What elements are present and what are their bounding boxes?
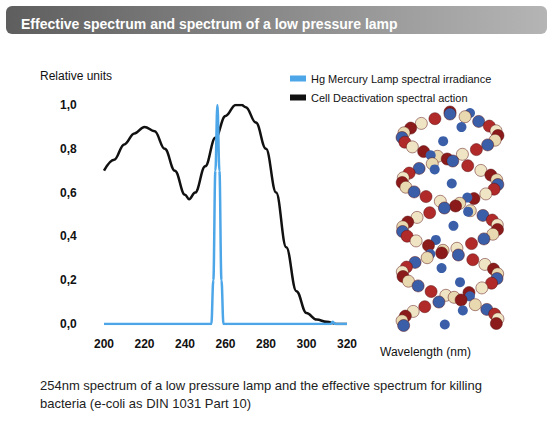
svg-text:0,2: 0,2 bbox=[60, 273, 77, 287]
svg-text:280: 280 bbox=[256, 337, 276, 351]
svg-text:Hg Mercury Lamp spectral irrad: Hg Mercury Lamp spectral irradiance bbox=[311, 73, 491, 85]
svg-text:Wavelength (nm): Wavelength (nm) bbox=[380, 345, 471, 359]
svg-text:320: 320 bbox=[337, 337, 357, 351]
svg-text:Relative units: Relative units bbox=[40, 69, 112, 83]
svg-text:1,0: 1,0 bbox=[60, 98, 77, 112]
svg-text:300: 300 bbox=[296, 337, 316, 351]
svg-text:0,6: 0,6 bbox=[60, 186, 77, 200]
svg-text:260: 260 bbox=[215, 337, 235, 351]
svg-text:200: 200 bbox=[94, 337, 114, 351]
svg-text:254nm spectrum of a low pressu: 254nm spectrum of a low pressure lamp an… bbox=[40, 378, 486, 393]
svg-text:240: 240 bbox=[175, 337, 195, 351]
svg-text:0,8: 0,8 bbox=[60, 142, 77, 156]
svg-text:0,0: 0,0 bbox=[60, 317, 77, 331]
svg-text:0,4: 0,4 bbox=[60, 229, 77, 243]
svg-text:bacteria (e-coli as DIN 1031 P: bacteria (e-coli as DIN 1031 Part 10) bbox=[40, 396, 251, 411]
svg-text:Cell Deactivation spectral act: Cell Deactivation spectral action bbox=[311, 92, 468, 104]
svg-text:220: 220 bbox=[134, 337, 154, 351]
svg-text:Effective spectrum and spectru: Effective spectrum and spectrum of a low… bbox=[21, 16, 398, 32]
